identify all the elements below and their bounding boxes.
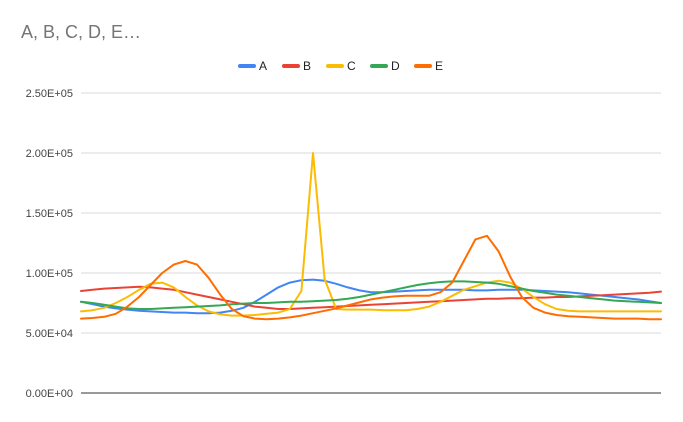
y-tick-label: 2.50E+05 bbox=[26, 88, 73, 100]
y-tick-label: 0.00E+00 bbox=[26, 388, 73, 400]
legend-item-b[interactable]: B bbox=[282, 59, 311, 73]
legend-label: E bbox=[435, 59, 443, 73]
y-tick-label: 1.00E+05 bbox=[26, 268, 73, 280]
series-lines bbox=[80, 152, 662, 321]
y-axis: 0.00E+00 5.00E+04 1.00E+05 1.50E+05 2.00E+05… bbox=[26, 88, 73, 400]
legend[interactable]: A B C D E bbox=[238, 59, 443, 73]
series-line-a[interactable] bbox=[80, 278, 662, 315]
legend-item-a[interactable]: A bbox=[238, 59, 267, 73]
legend-label: C bbox=[347, 59, 356, 73]
series-line-b[interactable] bbox=[80, 285, 662, 310]
y-tick-label: 5.00E+04 bbox=[26, 328, 73, 340]
series-line-c[interactable] bbox=[80, 152, 662, 317]
series-line-e[interactable] bbox=[80, 234, 662, 321]
legend-item-e[interactable]: E bbox=[414, 59, 443, 73]
legend-label: B bbox=[303, 59, 311, 73]
legend-label: D bbox=[391, 59, 400, 73]
y-tick-label: 1.50E+05 bbox=[26, 208, 73, 220]
legend-item-c[interactable]: C bbox=[326, 59, 356, 73]
legend-label: A bbox=[259, 59, 267, 73]
series-line-d[interactable] bbox=[80, 280, 662, 310]
gridlines bbox=[81, 92, 661, 394]
y-tick-label: 2.00E+05 bbox=[26, 148, 73, 160]
chart-title: A, B, C, D, E… bbox=[21, 22, 142, 42]
legend-item-d[interactable]: D bbox=[370, 59, 400, 73]
